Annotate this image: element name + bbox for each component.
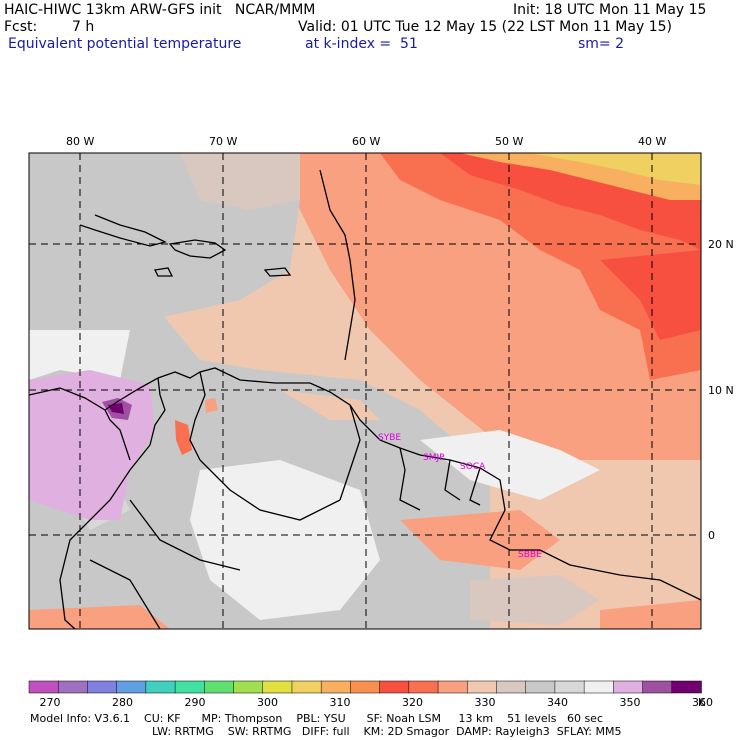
- colorbar-swatch: [320, 680, 352, 694]
- map-frame: [28, 152, 702, 630]
- colorbar-swatch: [613, 680, 644, 694]
- colorbar-swatch: [28, 680, 59, 694]
- colorbar-tick-label: 350: [620, 696, 641, 709]
- colorbar-tick-label: 330: [475, 696, 496, 709]
- colorbar-swatch: [525, 680, 556, 694]
- longitude-labels: 80 W 70 W 60 W 50 W 40 W: [66, 135, 666, 148]
- smoothing: sm= 2: [578, 36, 625, 52]
- lon-label: 80 W: [66, 135, 94, 148]
- latitude-labels: 20 N 10 N 0: [708, 238, 734, 542]
- valid-time: Valid: 01 UTC Tue 12 May 15 (22 LST Mon …: [298, 19, 672, 35]
- colorbar-swatch: [496, 680, 527, 694]
- init-time: Init: 18 UTC Mon 11 May 15: [513, 2, 707, 18]
- colorbar-swatch: [379, 680, 410, 694]
- forecast-hour: 7 h: [72, 19, 95, 35]
- field-name: Equivalent potential temperature: [8, 36, 242, 52]
- colorbar-tick-label: 270: [40, 696, 61, 709]
- colorbar-tick-label: 300: [257, 696, 278, 709]
- lon-label: 70 W: [209, 135, 237, 148]
- level-index: at k-index = 51: [305, 36, 418, 52]
- colorbar-swatch: [262, 680, 293, 694]
- colorbar-swatch: [204, 680, 235, 694]
- model-info-line2: LW: RRTMG SW: RRTMG DIFF: full KM: 2D Sm…: [152, 725, 622, 738]
- colorbar-swatch: [408, 680, 439, 694]
- colorbar-swatch: [174, 680, 206, 694]
- colorbar-ticks: 270 280 290 300 310 320 330 340 350 360: [40, 696, 714, 709]
- station-label: SBBE: [518, 550, 542, 560]
- colorbar-swatch: [116, 680, 147, 694]
- colorbar-swatch: [145, 680, 176, 694]
- colorbar-swatch: [291, 680, 322, 694]
- colorbar-swatch: [467, 680, 498, 694]
- model-info-line1: Model Info: V3.6.1 CU: KF MP: Thompson P…: [30, 712, 603, 725]
- colorbar-tick-label: 360: [692, 696, 713, 709]
- colorbar-tick-label: 310: [330, 696, 351, 709]
- lat-label: 20 N: [708, 238, 734, 251]
- colorbar-tick-label: 290: [185, 696, 206, 709]
- colorbar-swatch: [437, 680, 469, 694]
- theta-e-field: [29, 153, 701, 629]
- station-label: SYBE: [378, 433, 401, 443]
- lon-label: 60 W: [352, 135, 380, 148]
- graticule: [29, 153, 701, 629]
- colorbar-swatch: [87, 680, 118, 694]
- colorbar-tick-label: 280: [112, 696, 133, 709]
- colorbar-swatch: [233, 680, 264, 694]
- forecast-label: Fcst:: [4, 19, 38, 35]
- station-labels: SYBE SMJP SOCA SBBE: [378, 433, 542, 560]
- colorbar-tick-label: 340: [547, 696, 568, 709]
- coastlines: [29, 169, 701, 629]
- colorbar-unit: K: [698, 696, 706, 709]
- colorbar-swatch: [642, 680, 673, 694]
- lat-label: 0: [708, 529, 715, 542]
- lat-label: 10 N: [708, 384, 734, 397]
- colorbar-swatch: [583, 680, 615, 694]
- colorbar-swatch: [554, 680, 585, 694]
- colorbar-swatch: [671, 680, 702, 694]
- station-label: SMJP: [423, 453, 445, 463]
- model-title: HAIC-HIWC 13km ARW-GFS init NCAR/MMM: [4, 2, 316, 18]
- colorbar: [28, 680, 702, 694]
- lon-label: 40 W: [638, 135, 666, 148]
- colorbar-swatch: [350, 680, 381, 694]
- station-label: SOCA: [460, 462, 486, 472]
- lon-label: 50 W: [495, 135, 523, 148]
- colorbar-tick-label: 320: [402, 696, 423, 709]
- colorbar-swatch: [57, 680, 89, 694]
